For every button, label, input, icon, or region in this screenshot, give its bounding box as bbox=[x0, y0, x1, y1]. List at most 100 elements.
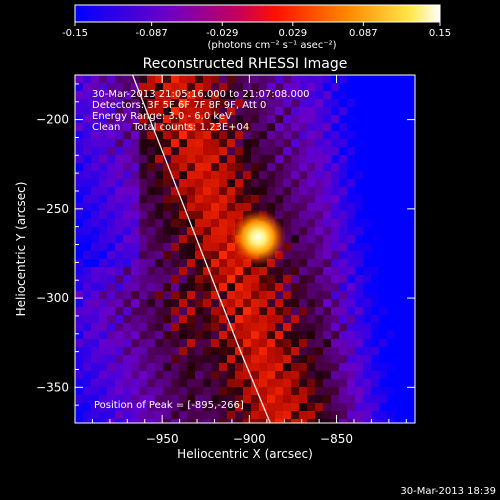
heatmap-cell bbox=[147, 395, 155, 403]
heatmap-cell bbox=[203, 395, 211, 403]
heatmap-cell bbox=[243, 155, 251, 163]
heatmap-cell bbox=[203, 339, 211, 347]
heatmap-cell bbox=[283, 131, 291, 139]
heatmap-cell bbox=[203, 291, 211, 299]
heatmap-cell bbox=[83, 363, 91, 371]
heatmap-cell bbox=[411, 211, 415, 219]
heatmap-cell bbox=[315, 155, 323, 163]
heatmap-cell bbox=[179, 227, 187, 235]
heatmap-cell bbox=[387, 387, 395, 395]
heatmap-cell bbox=[371, 83, 379, 91]
heatmap-cell bbox=[379, 243, 387, 251]
heatmap-cell bbox=[99, 179, 107, 187]
heatmap-cell bbox=[83, 155, 91, 163]
heatmap-cell bbox=[75, 259, 83, 267]
heatmap-cell bbox=[291, 283, 299, 291]
heatmap-cell bbox=[331, 275, 339, 283]
heatmap-cell bbox=[139, 379, 147, 387]
heatmap-cell bbox=[195, 83, 203, 91]
heatmap-cell bbox=[203, 331, 211, 339]
heatmap-cell bbox=[291, 187, 299, 195]
heatmap-cell bbox=[379, 267, 387, 275]
heatmap-cell bbox=[83, 99, 91, 107]
heatmap-cell bbox=[363, 163, 371, 171]
heatmap-cell bbox=[403, 99, 411, 107]
heatmap-cell bbox=[387, 403, 395, 411]
heatmap-cell bbox=[163, 75, 171, 83]
heatmap-cell bbox=[83, 203, 91, 211]
heatmap-cell bbox=[395, 115, 403, 123]
heatmap-cell bbox=[75, 123, 83, 131]
heatmap-cell bbox=[323, 331, 331, 339]
heatmap-cell bbox=[107, 307, 115, 315]
heatmap-cell bbox=[179, 315, 187, 323]
heatmap-cell bbox=[75, 147, 83, 155]
heatmap-cell bbox=[179, 123, 187, 131]
heatmap-cell bbox=[107, 323, 115, 331]
heatmap-cell bbox=[155, 99, 163, 107]
heatmap-cell bbox=[75, 203, 83, 211]
heatmap-cell bbox=[299, 387, 307, 395]
heatmap-cell bbox=[323, 219, 331, 227]
heatmap-cell bbox=[395, 75, 403, 83]
heatmap-cell bbox=[299, 395, 307, 403]
heatmap-cell bbox=[187, 283, 195, 291]
heatmap-cell bbox=[307, 315, 315, 323]
heatmap-cell bbox=[347, 83, 355, 91]
heatmap-cell bbox=[155, 187, 163, 195]
heatmap-cell bbox=[115, 155, 123, 163]
heatmap-cell bbox=[283, 227, 291, 235]
heatmap-cell bbox=[283, 387, 291, 395]
heatmap-cell bbox=[139, 259, 147, 267]
heatmap-cell bbox=[299, 107, 307, 115]
heatmap-cell bbox=[115, 395, 123, 403]
heatmap-cell bbox=[371, 355, 379, 363]
heatmap-cell bbox=[267, 259, 275, 267]
heatmap-cell bbox=[187, 203, 195, 211]
heatmap-cell bbox=[131, 131, 139, 139]
heatmap-cell bbox=[179, 283, 187, 291]
heatmap-cell bbox=[267, 395, 275, 403]
heatmap-cell bbox=[155, 283, 163, 291]
heatmap-cell bbox=[91, 83, 99, 91]
heatmap-cell bbox=[379, 163, 387, 171]
heatmap-cell bbox=[363, 403, 371, 411]
heatmap-cell bbox=[91, 291, 99, 299]
heatmap-cell bbox=[339, 403, 347, 411]
heatmap-cell bbox=[275, 339, 283, 347]
heatmap-cell bbox=[379, 91, 387, 99]
heatmap-cell bbox=[259, 155, 267, 163]
heatmap-cell bbox=[331, 155, 339, 163]
heatmap-cell bbox=[163, 243, 171, 251]
heatmap-cell bbox=[363, 395, 371, 403]
heatmap-cell bbox=[307, 139, 315, 147]
heatmap-cell bbox=[123, 291, 131, 299]
heatmap-cell bbox=[147, 83, 155, 91]
heatmap-cell bbox=[291, 211, 299, 219]
heatmap-cell bbox=[107, 147, 115, 155]
heatmap-cell bbox=[187, 259, 195, 267]
heatmap-cell bbox=[195, 115, 203, 123]
heatmap-cell bbox=[355, 187, 363, 195]
heatmap-cell bbox=[123, 75, 131, 83]
heatmap-cell bbox=[195, 187, 203, 195]
heatmap-cell bbox=[355, 251, 363, 259]
heatmap-cell bbox=[403, 395, 411, 403]
heatmap-cell bbox=[203, 363, 211, 371]
heatmap-cell bbox=[147, 307, 155, 315]
heatmap-cell bbox=[323, 75, 331, 83]
heatmap-cell bbox=[411, 347, 415, 355]
heatmap-cell bbox=[379, 195, 387, 203]
heatmap-cell bbox=[203, 307, 211, 315]
heatmap-cell bbox=[139, 315, 147, 323]
heatmap-cell bbox=[339, 299, 347, 307]
heatmap-cell bbox=[315, 243, 323, 251]
heatmap-cell bbox=[379, 227, 387, 235]
heatmap-cell bbox=[155, 387, 163, 395]
heatmap-cell bbox=[251, 299, 259, 307]
heatmap-cell bbox=[195, 267, 203, 275]
heatmap-cell bbox=[267, 131, 275, 139]
y-tick-label: −350 bbox=[36, 380, 69, 394]
heatmap-cell bbox=[299, 331, 307, 339]
heatmap-cell bbox=[283, 331, 291, 339]
